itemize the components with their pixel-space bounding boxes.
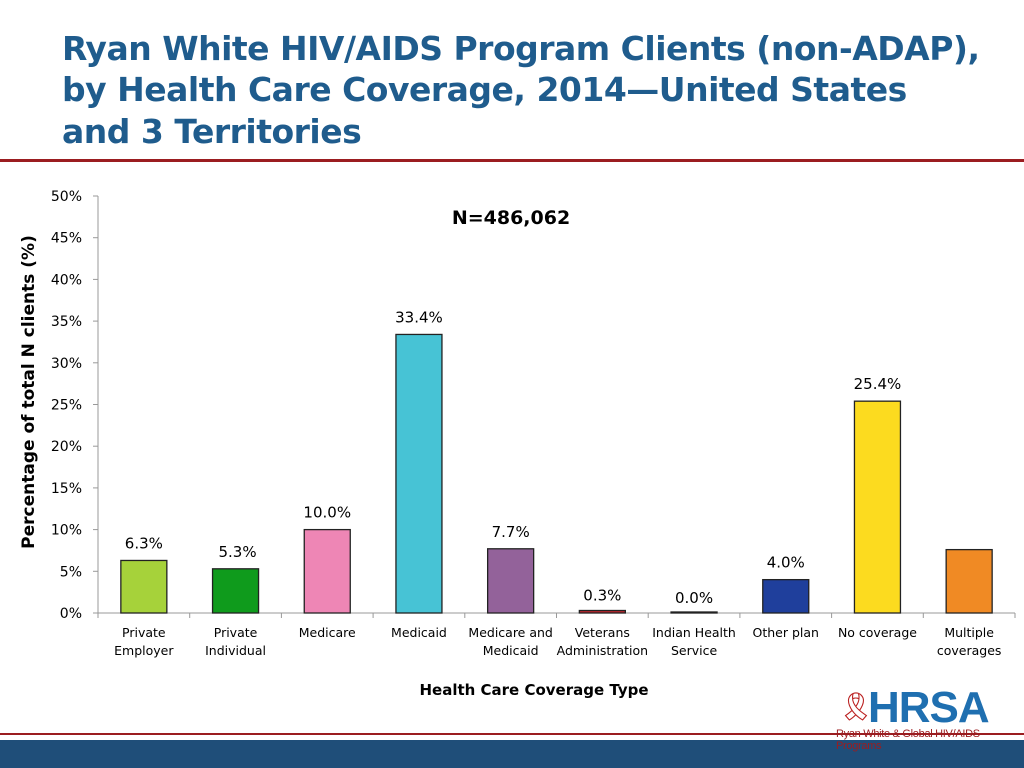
bar: [211, 568, 260, 614]
x-axis-title: Health Care Coverage Type: [419, 681, 648, 699]
data-label: 10.0%: [303, 504, 351, 522]
x-tick-label: Service: [671, 643, 718, 658]
ribbon-icon: 🎗︎: [838, 691, 874, 722]
bar: [578, 609, 626, 614]
data-label: 6.3%: [125, 534, 163, 552]
x-tick-label: Veterans: [575, 625, 630, 640]
footer-band: [0, 740, 1024, 768]
x-tick-label: Employer: [114, 643, 174, 658]
bar: [762, 578, 810, 614]
y-tick-label: 25%: [51, 398, 82, 414]
y-tick-label: 40%: [51, 272, 82, 288]
y-tick-label: 45%: [51, 231, 82, 247]
hrsa-logo: 🎗︎ HRSA Ryan White & Global HIV/AIDS Pro…: [836, 683, 990, 753]
data-label: 7.7%: [492, 523, 530, 541]
data-label: 0.0%: [675, 589, 713, 607]
x-tick-label: Private: [214, 625, 258, 640]
bar: [120, 559, 168, 614]
bar: [486, 548, 535, 614]
y-tick-label: 5%: [60, 564, 82, 580]
x-tick-label: Individual: [205, 643, 266, 658]
x-tick-label: Medicare and: [468, 625, 552, 640]
n-annotation: N=486,062: [452, 207, 570, 229]
data-label: 4.0%: [767, 554, 805, 572]
data-label: 33.4%: [395, 308, 443, 326]
x-tick-label: coverages: [937, 643, 1002, 658]
x-tick-label: Medicare: [299, 625, 356, 640]
bar: [303, 528, 351, 614]
x-tick-label: Multiple: [944, 625, 994, 640]
slide-title: Ryan White HIV/AIDS Program Clients (non…: [62, 29, 980, 151]
y-tick-label: 50%: [51, 189, 82, 205]
x-tick-label: Medicaid: [483, 643, 539, 658]
x-tick-label: Private: [122, 625, 166, 640]
x-tick-label: Other plan: [753, 625, 819, 640]
title-divider: [0, 159, 1024, 162]
bar: [670, 611, 718, 614]
footer-divider: [0, 733, 1024, 735]
y-tick-label: 10%: [51, 523, 82, 539]
data-label: 5.3%: [218, 543, 256, 561]
data-label: 25.4%: [854, 375, 902, 393]
x-tick-label: Indian Health: [652, 625, 736, 640]
y-tick-label: 35%: [51, 314, 82, 330]
bar: [395, 333, 443, 614]
bar: [945, 548, 993, 614]
data-label: 0.3%: [583, 586, 621, 604]
bar-chart: N=486,062 Health Care Coverage Type Perc…: [19, 189, 1016, 699]
y-tick-label: 0%: [60, 606, 82, 622]
bar: [853, 400, 902, 614]
y-tick-label: 30%: [51, 356, 82, 372]
x-tick-label: No coverage: [838, 625, 917, 640]
y-tick-label: 20%: [51, 439, 82, 455]
x-tick-label: Medicaid: [391, 625, 447, 640]
x-tick-label: Administration: [557, 643, 648, 658]
y-tick-label: 15%: [51, 481, 82, 497]
y-axis-title: Percentage of total N clients (%): [19, 235, 39, 549]
